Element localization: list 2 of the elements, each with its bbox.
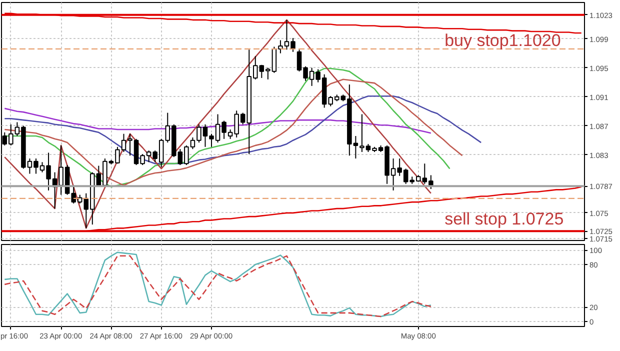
annotation: sell stop 1.0725 [444, 210, 564, 229]
annotation: buy stop1.1020 [444, 31, 561, 50]
